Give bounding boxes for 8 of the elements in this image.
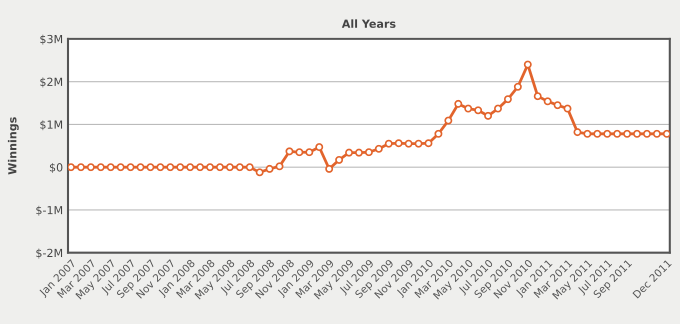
y-tick-label: $3M — [40, 34, 62, 45]
chart-title: All Years — [342, 19, 396, 28]
y-tick-label: $-2M — [36, 248, 62, 259]
y-axis-title: Winnings — [8, 117, 19, 175]
y-tick-label: $2M — [40, 77, 62, 88]
y-tick-label: $1M — [40, 120, 62, 130]
y-tick-label: $-1M — [36, 206, 62, 216]
y-tick-label: $0 — [50, 162, 62, 174]
